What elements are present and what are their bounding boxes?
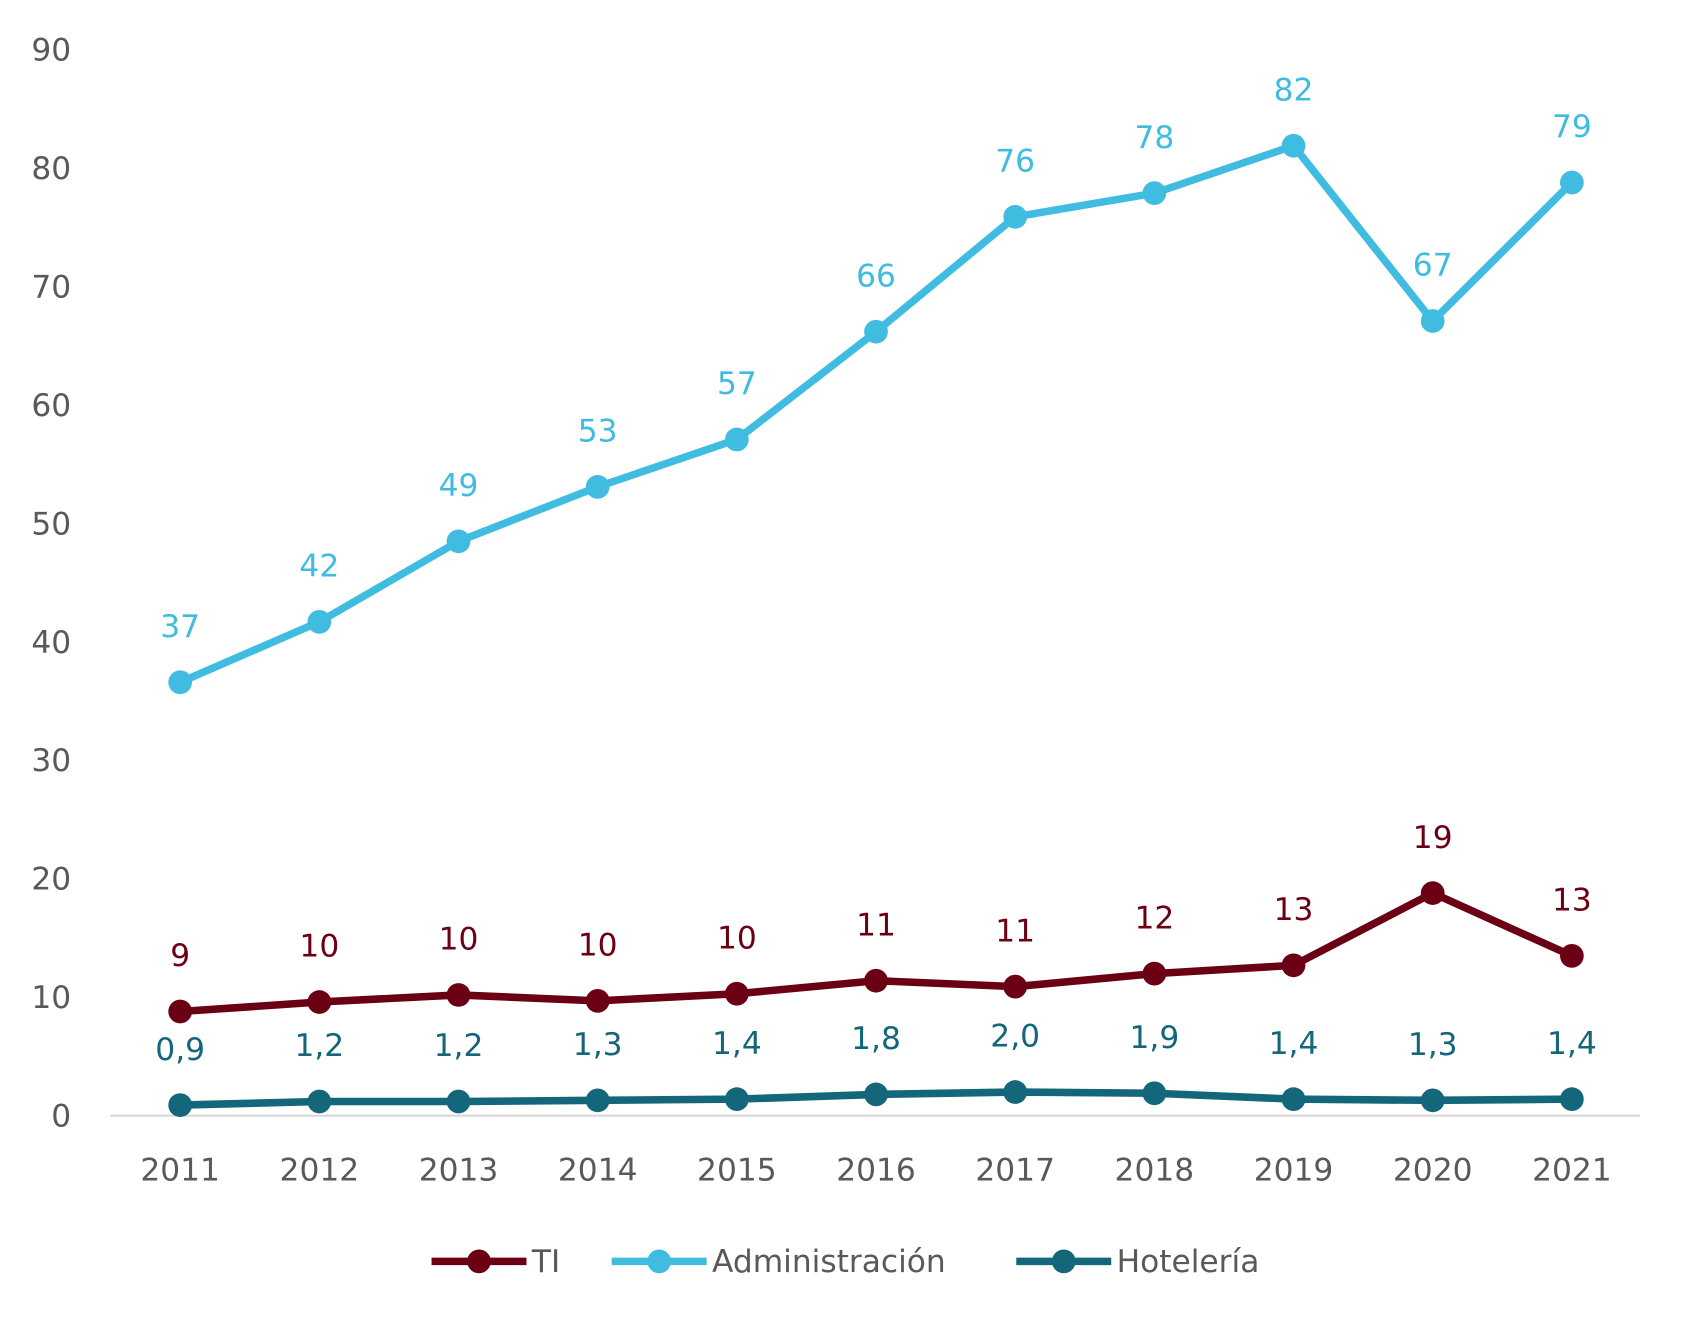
data-label: 0,9 [155, 1032, 205, 1068]
y-tick-label: 90 [31, 33, 71, 69]
data-label: 1,2 [434, 1028, 484, 1064]
data-point [1003, 1080, 1028, 1104]
data-point [864, 1082, 888, 1107]
data-point [724, 1087, 749, 1112]
data-label: 79 [1552, 109, 1592, 145]
data-point [446, 1089, 471, 1114]
data-point [864, 319, 888, 344]
x-tick-label: 2014 [558, 1152, 638, 1188]
data-label: 66 [856, 258, 896, 294]
y-tick-label: 80 [31, 151, 71, 187]
x-tick-label: 2020 [1393, 1152, 1473, 1188]
data-point [1003, 204, 1028, 229]
data-point [724, 427, 749, 452]
y-tick-label: 0 [51, 1099, 71, 1135]
data-label: 76 [995, 144, 1035, 180]
data-point [585, 474, 610, 499]
y-tick-label: 20 [31, 862, 71, 898]
data-label: 67 [1413, 248, 1453, 284]
data-label: 49 [439, 468, 479, 504]
data-point [446, 529, 471, 554]
data-label: 11 [995, 913, 1035, 949]
series-line-1 [178, 141, 1575, 686]
data-point [307, 1089, 332, 1114]
data-point [307, 609, 332, 634]
y-tick-label: 40 [31, 625, 71, 661]
x-tick-label: 2019 [1254, 1152, 1334, 1188]
legend-marker-icon [647, 1249, 672, 1274]
legend-marker-icon [1051, 1249, 1076, 1274]
data-label: 19 [1413, 820, 1453, 856]
data-point [1560, 943, 1584, 968]
y-tick-label: 60 [31, 388, 71, 424]
data-label: 1,4 [712, 1026, 762, 1062]
data-label: 12 [1134, 900, 1174, 936]
x-tick-label: 2012 [280, 1152, 360, 1188]
data-label: 1,3 [573, 1027, 623, 1063]
y-tick-label: 50 [31, 506, 71, 542]
x-tick-label: 2015 [697, 1152, 777, 1188]
data-point [724, 981, 749, 1006]
data-point [1560, 1087, 1584, 1112]
data-label: 57 [717, 366, 757, 402]
data-point [1420, 881, 1445, 905]
legend-label: TI [531, 1244, 560, 1280]
data-label: 42 [299, 549, 339, 585]
data-point [585, 988, 610, 1013]
data-label: 9 [170, 938, 190, 974]
data-label: 10 [717, 920, 757, 956]
data-point [1560, 170, 1584, 195]
data-point [1142, 1081, 1167, 1106]
x-tick-label: 2018 [1115, 1152, 1195, 1188]
legend-label: Administración [712, 1244, 946, 1280]
data-point [446, 983, 471, 1007]
legend-marker-icon [467, 1249, 491, 1274]
data-label: 1,9 [1129, 1020, 1179, 1056]
data-point [307, 990, 332, 1014]
data-point [1420, 1088, 1445, 1113]
data-point [1142, 181, 1167, 206]
x-tick-label: 2011 [140, 1152, 220, 1188]
y-tick-label: 10 [31, 980, 71, 1016]
x-tick-label: 2017 [975, 1152, 1055, 1188]
data-label: 1,3 [1408, 1027, 1458, 1063]
data-label: 1,4 [1547, 1026, 1597, 1062]
data-label: 13 [1552, 883, 1592, 919]
data-point [168, 670, 193, 695]
y-tick-label: 70 [31, 269, 71, 305]
data-point [168, 999, 193, 1024]
data-label: 37 [160, 609, 200, 645]
data-point [585, 1088, 610, 1113]
data-label: 1,8 [851, 1021, 901, 1057]
data-label: 1,4 [1269, 1026, 1319, 1062]
data-label: 78 [1134, 120, 1174, 156]
data-point [1281, 953, 1306, 978]
data-point [1003, 974, 1028, 999]
data-point [1281, 133, 1306, 158]
y-tick-label: 30 [31, 743, 71, 779]
data-label: 2,0 [990, 1019, 1040, 1055]
x-tick-label: 2016 [836, 1152, 916, 1188]
data-point [864, 968, 888, 993]
data-label: 10 [439, 922, 479, 958]
data-label: 53 [578, 414, 618, 450]
data-point [1420, 309, 1445, 333]
data-label: 13 [1274, 892, 1314, 928]
data-label: 82 [1274, 72, 1314, 108]
data-label: 1,2 [294, 1028, 344, 1064]
data-point [168, 1093, 193, 1117]
x-tick-label: 2013 [419, 1152, 499, 1188]
data-label: 10 [578, 928, 618, 964]
x-tick-label: 2021 [1532, 1152, 1612, 1188]
legend-label: Hotelería [1117, 1244, 1260, 1280]
data-point [1281, 1087, 1306, 1112]
data-label: 10 [299, 929, 339, 965]
data-point [1142, 961, 1167, 986]
data-label: 11 [856, 907, 896, 943]
